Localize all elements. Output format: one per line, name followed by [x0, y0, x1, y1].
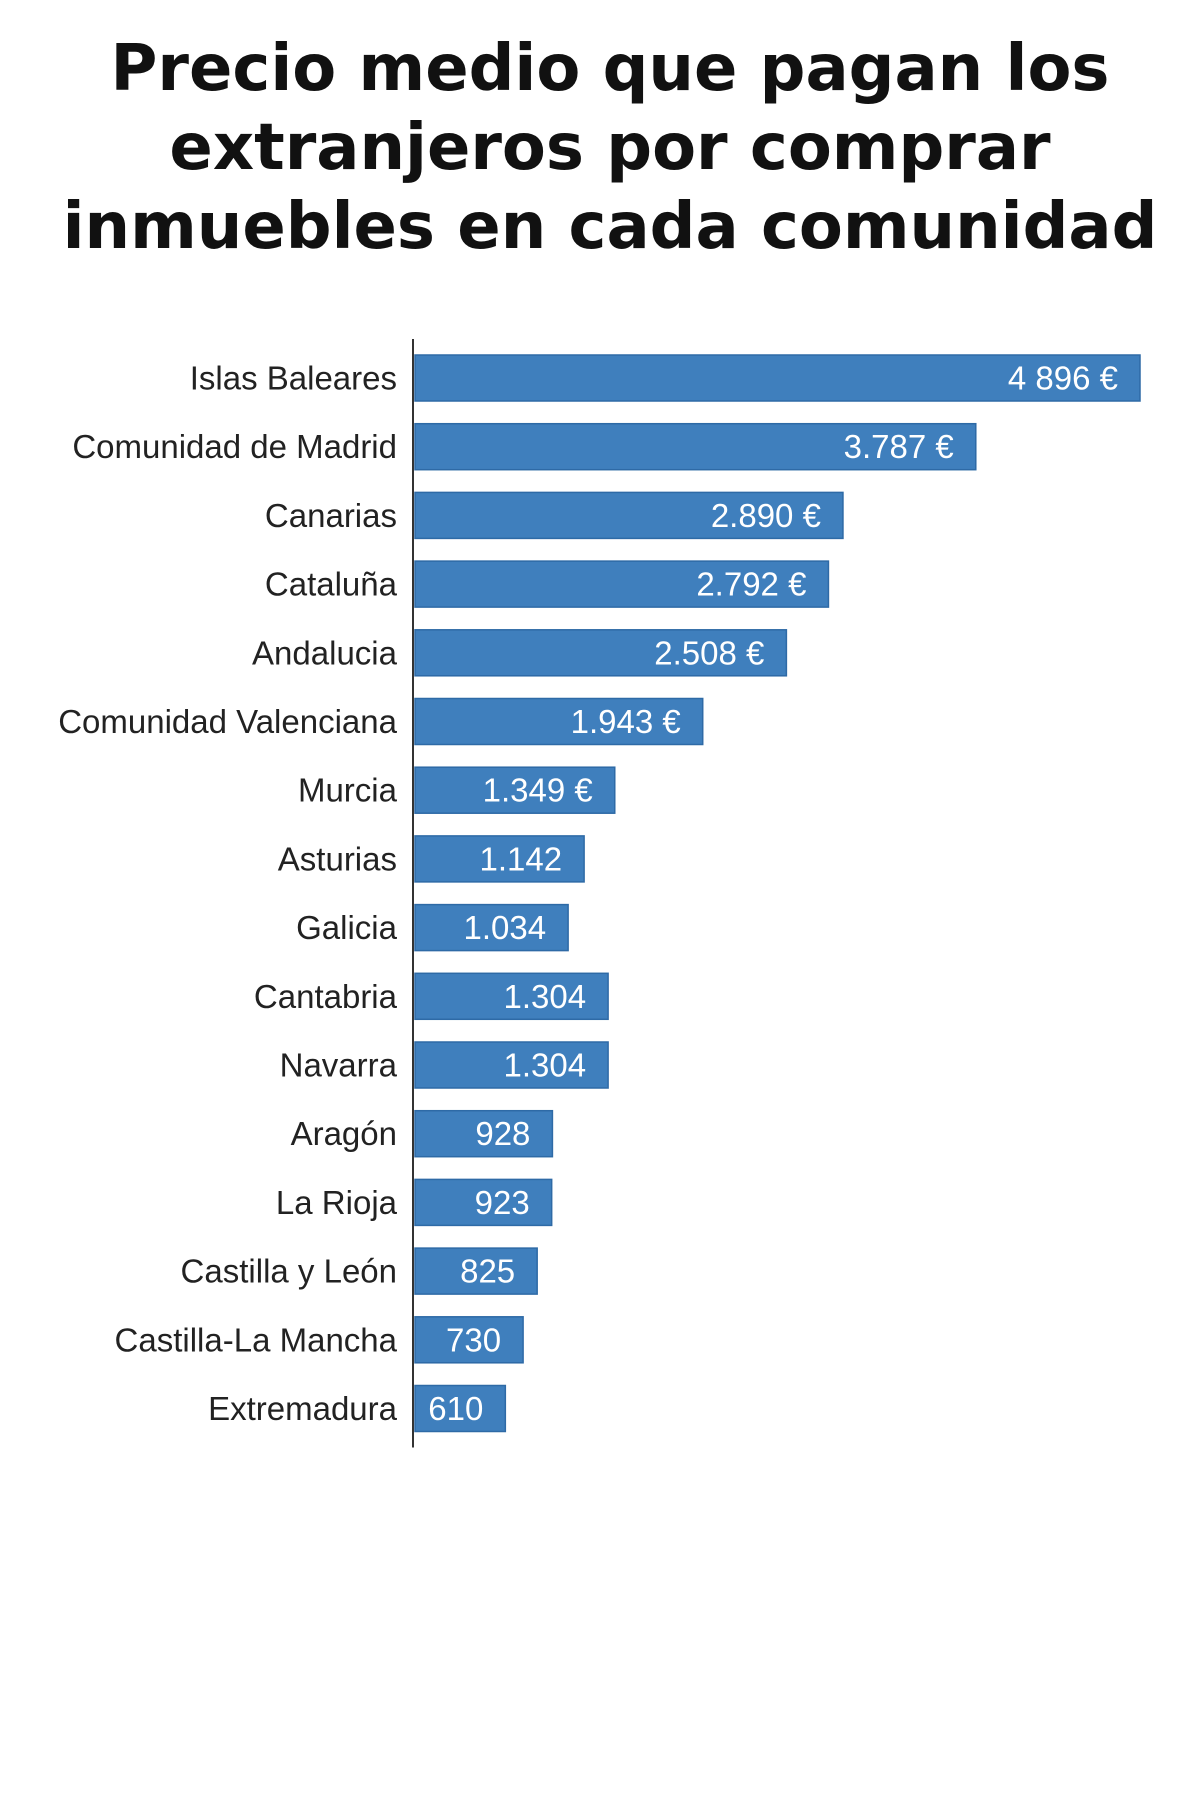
chart-title-line-2: extranjeros por comprar: [169, 111, 1051, 185]
category-label: Cantabria: [254, 978, 398, 1015]
bar: [414, 1316, 524, 1364]
value-label: 1.349 €: [483, 772, 593, 809]
value-label: 610: [428, 1390, 483, 1427]
bar: [414, 766, 616, 814]
value-label: 1.034: [464, 909, 547, 946]
bar: [414, 1384, 507, 1433]
chart-title: Precio medio que pagan los extranjeros p…: [60, 30, 1160, 267]
bar: [414, 1247, 538, 1295]
value-label: 928: [475, 1115, 530, 1152]
chart-title-line-3: inmuebles en cada comunidad: [62, 190, 1158, 264]
bar: [414, 491, 844, 540]
category-label: La Rioja: [276, 1184, 398, 1221]
value-label: 2.508 €: [654, 634, 764, 671]
value-label: 730: [446, 1321, 501, 1358]
value-label: 2.890 €: [711, 497, 821, 534]
chart-title-line-1: Precio medio que pagan los: [110, 32, 1110, 106]
category-label: Navarra: [280, 1047, 398, 1084]
category-label: Islas Baleares: [190, 360, 397, 397]
bar: [414, 972, 609, 1021]
category-label: Asturias: [278, 840, 397, 877]
category-label: Comunidad de Madrid: [72, 428, 397, 465]
bar: [414, 422, 977, 471]
bar: [414, 354, 1141, 402]
category-label: Canarias: [265, 497, 397, 534]
bar: [414, 697, 704, 746]
value-label: 2.792 €: [696, 566, 806, 603]
bar: [414, 560, 830, 608]
category-label: Aragón: [291, 1115, 397, 1152]
category-label: Murcia: [298, 772, 398, 809]
bar: [414, 903, 569, 952]
bar: [414, 1109, 554, 1158]
bar: [414, 1041, 609, 1089]
category-label: Castilla y León: [181, 1253, 397, 1290]
bar: [414, 629, 788, 677]
value-label: 1.142: [480, 840, 563, 877]
value-label: 1.304: [504, 978, 587, 1015]
category-label: Cataluña: [265, 566, 398, 603]
value-label: 3.787 €: [844, 428, 954, 465]
value-label: 4 896 €: [1008, 360, 1118, 397]
value-label: 923: [475, 1184, 530, 1221]
category-label: Andalucia: [252, 634, 398, 671]
category-label: Galicia: [296, 909, 398, 946]
bar: [414, 1178, 553, 1227]
value-label: 1.304: [504, 1047, 587, 1084]
value-label: 1.943 €: [571, 703, 681, 740]
category-label: Comunidad Valenciana: [58, 703, 397, 740]
category-label: Extremadura: [208, 1390, 398, 1427]
value-label: 825: [460, 1253, 515, 1290]
bar: [414, 835, 585, 883]
category-label: Castilla-La Mancha: [115, 1321, 398, 1358]
